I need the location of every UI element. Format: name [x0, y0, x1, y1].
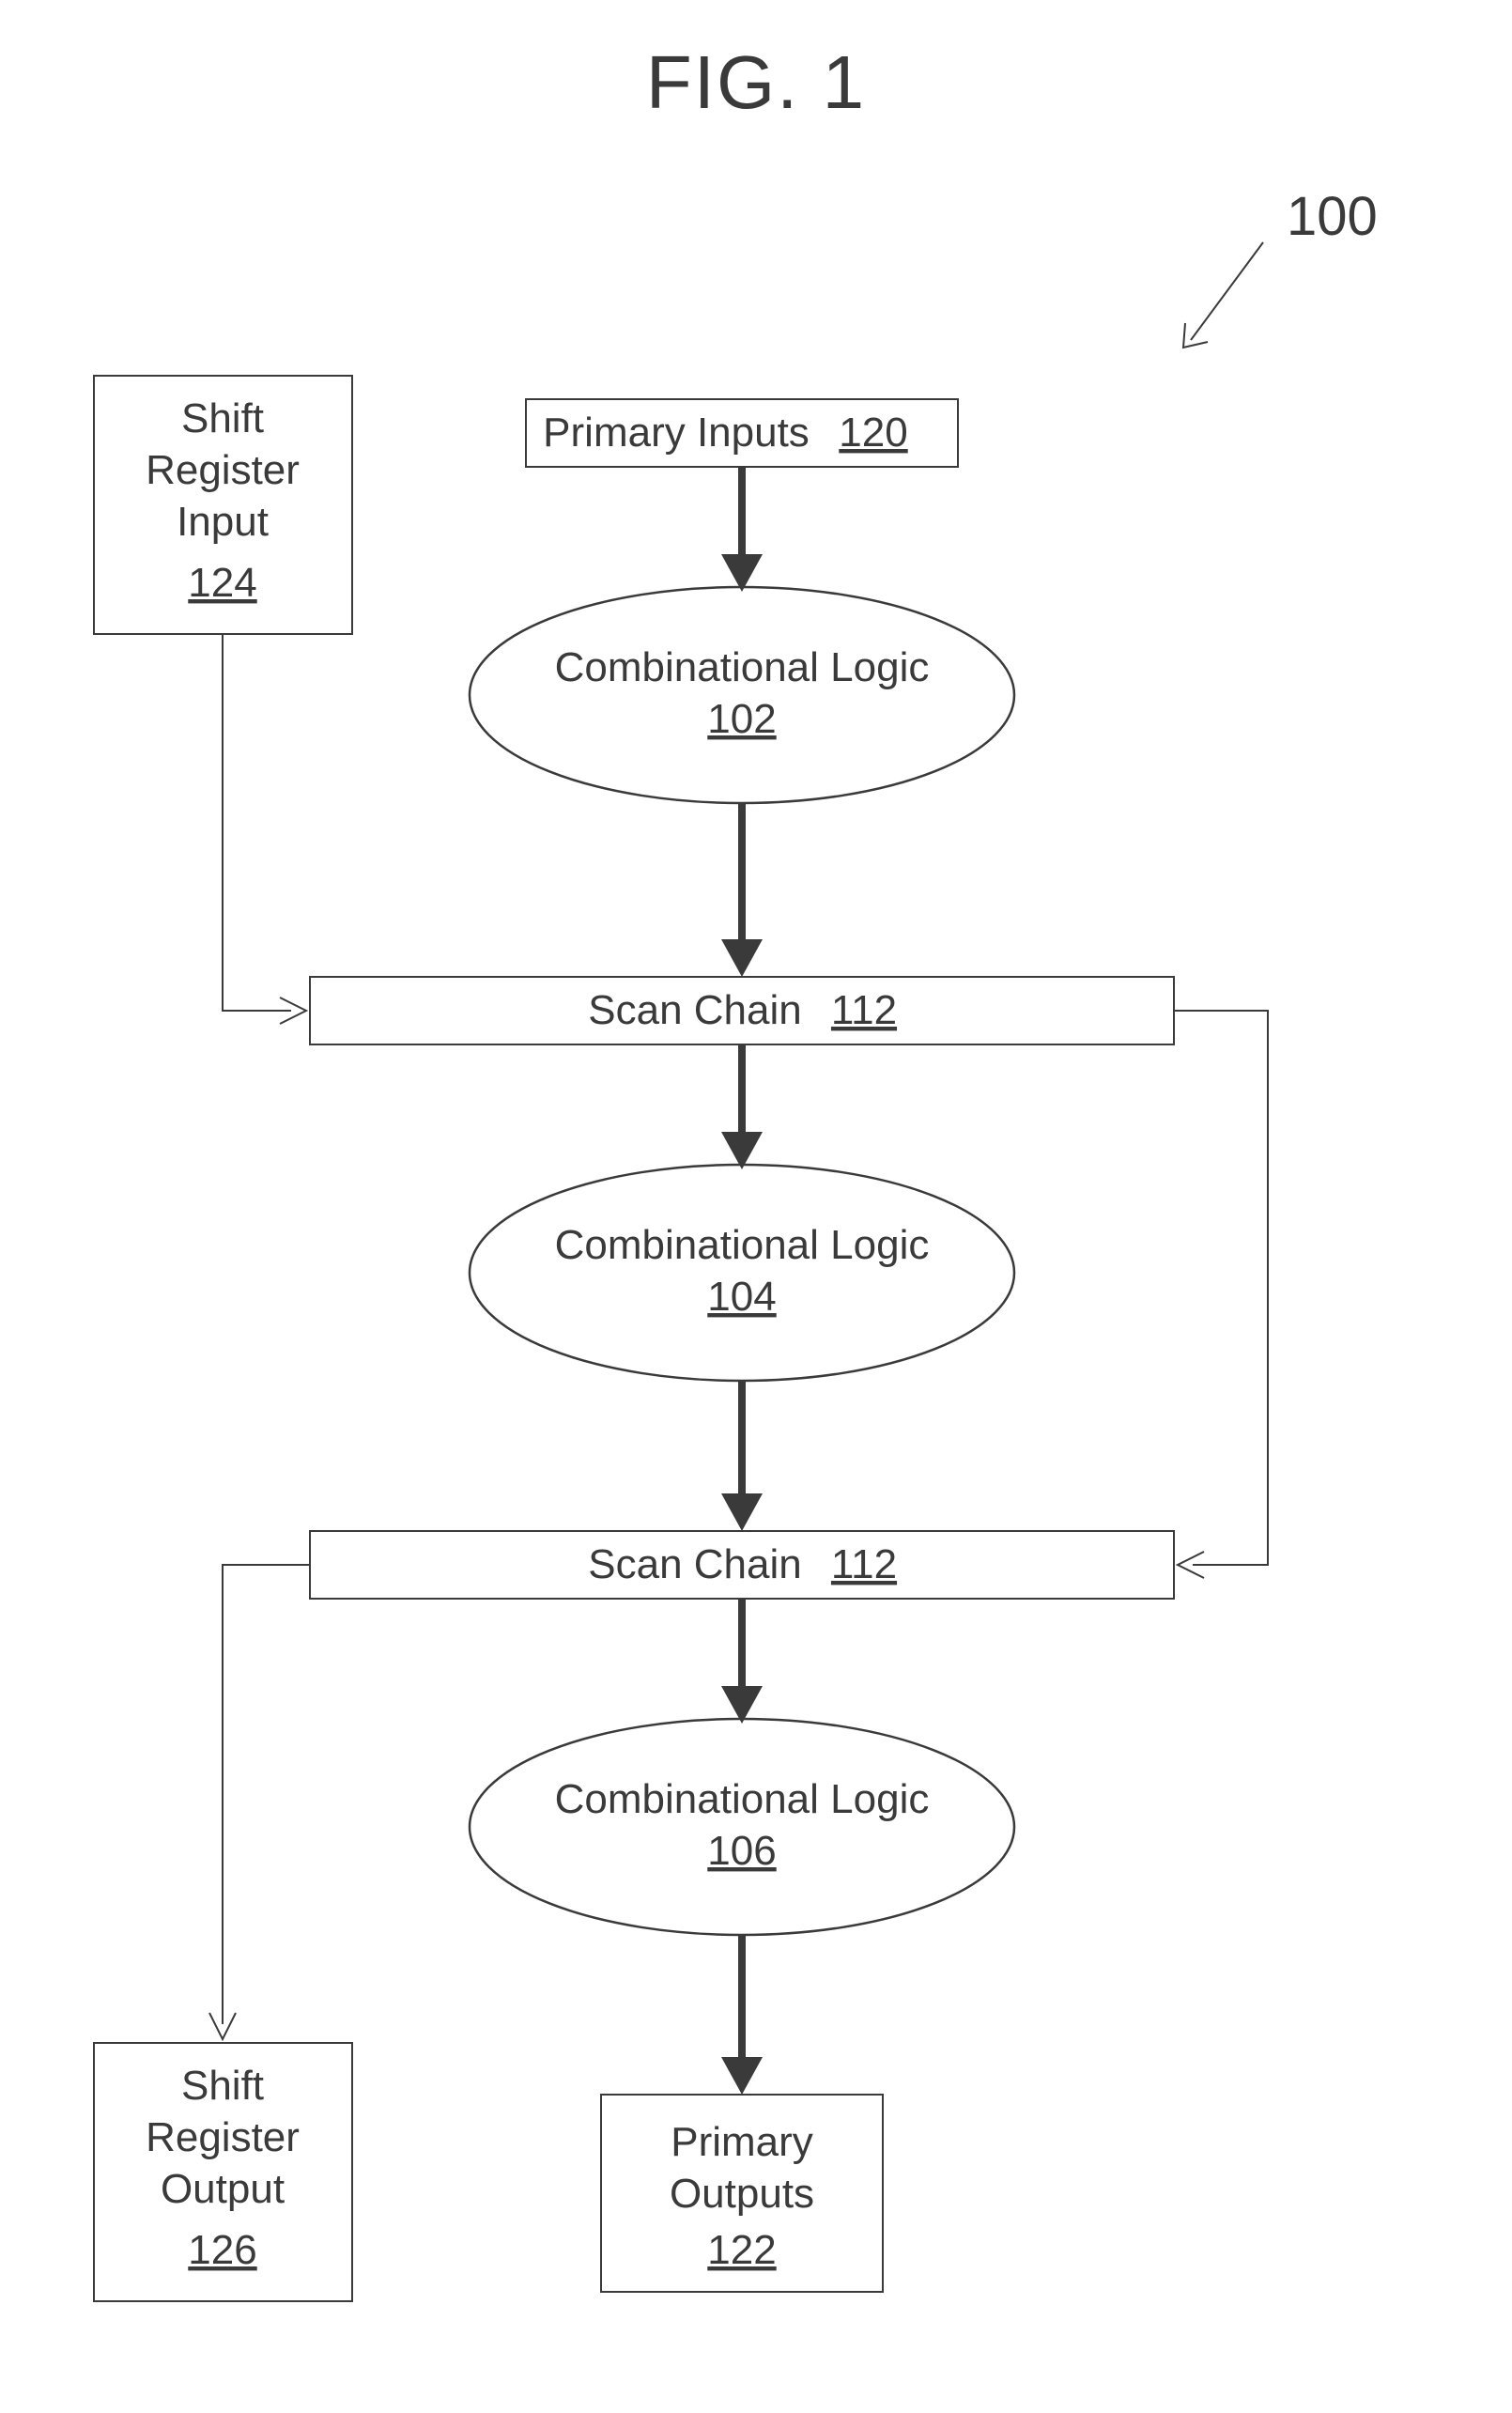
edge-logic2-to-scan2: [721, 1381, 763, 1531]
svg-text:Input: Input: [177, 499, 269, 545]
svg-text:102: 102: [707, 696, 776, 742]
figure-diagram: FIG. 1 100 Shift Register Input 124 Prim…: [0, 0, 1512, 2413]
combinational-logic-1-node: Combinational Logic 102: [470, 587, 1014, 803]
svg-text:Register: Register: [146, 447, 300, 493]
edge-scan1-to-scan2: [1174, 1011, 1268, 1578]
edge-logic1-to-scan1: [721, 803, 763, 977]
primary-outputs-node: Primary Outputs 122: [601, 2095, 883, 2292]
edge-shift-in-to-scan1: [223, 634, 306, 1024]
svg-text:Primary: Primary: [671, 2119, 813, 2165]
combinational-logic-3-node: Combinational Logic 106: [470, 1719, 1014, 1935]
svg-text:Register: Register: [146, 2114, 300, 2160]
primary-inputs-node: Primary Inputs 120: [526, 399, 958, 467]
svg-text:112: 112: [831, 987, 897, 1033]
edge-scan2-to-logic3: [721, 1599, 763, 1724]
callout-arrow: [1183, 242, 1263, 348]
edge-logic3-to-primary-out: [721, 1935, 763, 2095]
figure-callout-ref: 100: [1287, 186, 1378, 247]
svg-text:Output: Output: [161, 2166, 285, 2212]
svg-text:Combinational Logic: Combinational Logic: [555, 1222, 930, 1268]
svg-text:Combinational Logic: Combinational Logic: [555, 1776, 930, 1822]
svg-text:106: 106: [707, 1828, 776, 1874]
svg-text:Scan Chain: Scan Chain: [588, 1541, 801, 1587]
svg-text:Shift: Shift: [181, 395, 264, 441]
svg-text:Scan Chain: Scan Chain: [588, 987, 801, 1033]
svg-text:120: 120: [839, 410, 907, 456]
svg-text:122: 122: [707, 2227, 776, 2273]
svg-text:112: 112: [831, 1541, 897, 1587]
svg-text:124: 124: [188, 560, 256, 606]
shift-register-output-node: Shift Register Output 126: [94, 2043, 352, 2301]
shift-register-input-node: Shift Register Input 124: [94, 376, 352, 634]
svg-text:Shift: Shift: [181, 2063, 264, 2109]
svg-text:Outputs: Outputs: [670, 2171, 814, 2217]
figure-title: FIG. 1: [646, 40, 866, 124]
edge-primary-to-logic1: [721, 467, 763, 592]
svg-text:Primary Inputs: Primary Inputs: [543, 410, 810, 456]
edge-scan1-to-logic2: [721, 1044, 763, 1169]
svg-text:104: 104: [707, 1274, 776, 1320]
combinational-logic-2-node: Combinational Logic 104: [470, 1165, 1014, 1381]
svg-text:Combinational Logic: Combinational Logic: [555, 644, 930, 690]
scan-chain-2-node: Scan Chain 112: [310, 1531, 1174, 1599]
svg-text:126: 126: [188, 2227, 256, 2273]
scan-chain-1-node: Scan Chain 112: [310, 977, 1174, 1044]
edge-scan2-to-shift-out: [209, 1565, 310, 2039]
